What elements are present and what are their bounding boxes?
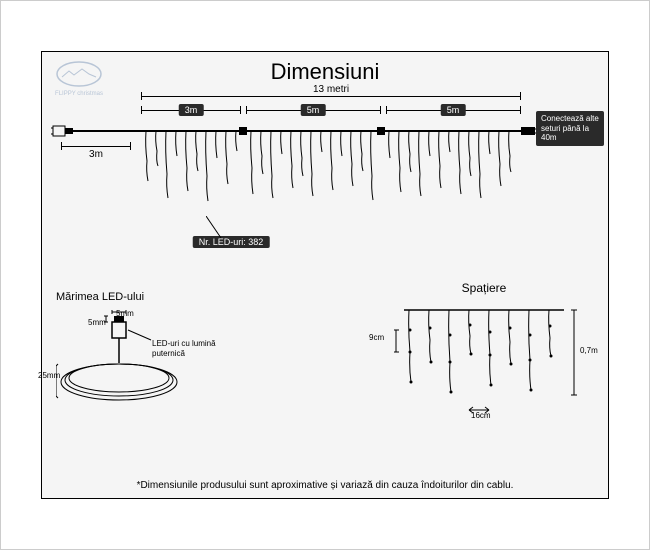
plug-icon bbox=[51, 118, 141, 148]
led-size-diagram bbox=[56, 308, 236, 418]
strand-gap: 16cm bbox=[471, 411, 491, 420]
drop-height: 0,7m bbox=[580, 346, 598, 355]
icicle-string bbox=[141, 126, 541, 236]
led-width: 5mm bbox=[116, 309, 134, 318]
footnote: *Dimensiunile produsului sunt aproximati… bbox=[1, 480, 649, 491]
lead-bar bbox=[61, 146, 131, 147]
seg3-label: 5m bbox=[441, 104, 466, 116]
led-size-title: Mărimea LED-ului bbox=[56, 291, 256, 303]
seg2-label: 5m bbox=[301, 104, 326, 116]
led-desc: LED-uri cu lumină puternică bbox=[152, 339, 232, 358]
led-size-section: Mărimea LED-ului 5mm 5mm 25mm bbox=[56, 291, 256, 423]
total-length-label: 13 metri bbox=[313, 84, 349, 95]
title: Dimensiuni bbox=[1, 59, 649, 85]
spacing-section: Spațiere bbox=[374, 281, 594, 445]
main-dimension-diagram: 13 metri 3m 5m 5m 3m bbox=[51, 86, 599, 246]
spacing-gap: 9cm bbox=[369, 333, 384, 342]
led-spread: 25mm bbox=[38, 371, 60, 380]
seg1-label: 3m bbox=[179, 104, 204, 116]
lead-label: 3m bbox=[89, 149, 103, 160]
led-count-pointer bbox=[206, 216, 236, 241]
total-length-bar bbox=[141, 96, 521, 97]
led-height: 5mm bbox=[88, 318, 106, 327]
spacing-title: Spațiere bbox=[374, 281, 594, 295]
diagram-container: FLIPPY christmas Dimensiuni 13 metri 3m … bbox=[0, 0, 650, 550]
connect-info: Conectează alte seturi până la 40m bbox=[536, 111, 604, 146]
